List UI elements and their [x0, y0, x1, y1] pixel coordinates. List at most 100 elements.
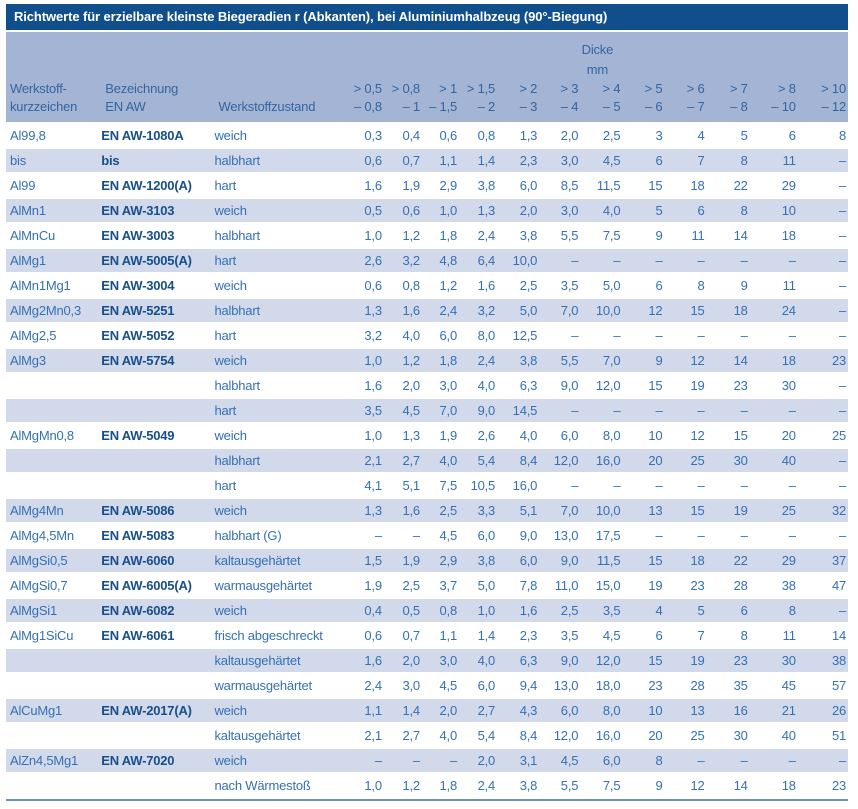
bend-radius-value-cell: 3,8	[497, 347, 540, 372]
bend-radius-value-cell: 25	[797, 422, 848, 447]
bend-radius-value-cell: 57	[797, 672, 848, 697]
bend-radius-value-cell: 10,5	[459, 472, 498, 497]
material-code-cell: AlMg1SiCu	[6, 622, 102, 647]
bend-radius-value-cell: 2,0	[421, 697, 460, 722]
bend-radius-value-cell: 2,4	[421, 297, 460, 322]
bend-radius-value-cell: –	[797, 372, 848, 397]
bend-radius-value-cell: 3,2	[383, 247, 422, 272]
bend-radius-value-cell: –	[797, 272, 848, 297]
bend-radius-value-cell: 2,1	[346, 722, 384, 747]
bend-radius-value-cell: –	[664, 247, 707, 272]
bend-radius-value-cell: 9,0	[497, 522, 540, 547]
bend-radius-value-cell: 3,3	[459, 497, 498, 522]
bend-radius-value-cell: 4,5	[421, 672, 460, 697]
bend-radius-value-cell: 1,3	[497, 122, 540, 147]
bend-radius-value-cell: –	[797, 472, 848, 497]
bend-radius-value-cell: –	[664, 472, 707, 497]
bend-radius-value-cell: 1,2	[383, 222, 422, 247]
bend-radius-value-cell: 6	[622, 622, 665, 647]
material-code-cell: AlMnCu	[6, 222, 102, 247]
table-row: AlMg3 EN AW-5754 weich 1,0 1,2 1,8 2,4 3,8 5,5 7,…	[6, 347, 848, 372]
thickness-range-header-11: > 10– 12	[797, 80, 848, 122]
bend-radius-value-cell: 3,1	[497, 747, 540, 772]
bend-radius-value-cell: 23	[622, 672, 665, 697]
bend-radius-value-cell: 28	[706, 572, 750, 597]
bend-radius-value-cell: –	[539, 397, 581, 422]
table-row: hart 3,5 4,5 7,0 9,0 14,5– – – – – – –	[6, 397, 848, 422]
bend-radius-value-cell: 4,0	[459, 372, 498, 397]
bend-radius-value-cell: 8,4	[497, 447, 540, 472]
condition-cell: nach Wärmestoß	[214, 772, 347, 797]
table-row: halbhart 2,1 2,7 4,0 5,4 8,4 12,0 16,0 20 25 30 40–	[6, 447, 848, 472]
bend-radius-value-cell: –	[664, 397, 707, 422]
bend-radius-value-cell: –	[749, 472, 798, 497]
bend-radius-value-cell: 16,0	[497, 472, 540, 497]
bend-radius-value-cell: 18	[706, 297, 750, 322]
condition-cell: weich	[214, 597, 347, 622]
bend-radius-value-cell: 2,0	[383, 372, 422, 397]
bend-radius-value-cell: 12	[622, 297, 665, 322]
bend-radius-value-cell: 35	[706, 672, 750, 697]
bend-radius-value-cell: 5,0	[580, 272, 623, 297]
bend-radius-value-cell: 1,0	[346, 347, 384, 372]
bend-radius-value-cell: –	[421, 747, 460, 772]
bend-radius-value-cell: 9,0	[539, 372, 581, 397]
bend-radius-value-cell: 19	[664, 372, 707, 397]
bend-radius-value-cell: 38	[797, 647, 848, 672]
bend-radius-value-cell: 6,0	[459, 522, 498, 547]
bend-radius-value-cell: 3,0	[539, 197, 581, 222]
en-aw-cell: EN AW-5754	[101, 347, 215, 372]
bend-radius-value-cell: 2,5	[421, 497, 460, 522]
en-aw-cell	[101, 647, 215, 672]
bend-radius-value-cell: 5,5	[539, 222, 581, 247]
header-spacer	[6, 32, 347, 80]
bend-radius-value-cell: 3,8	[497, 222, 540, 247]
thickness-range-header-4: > 2– 3	[497, 80, 540, 122]
bend-radius-value-cell: 12,5	[497, 322, 540, 347]
bend-radius-value-cell: 1,3	[459, 197, 498, 222]
bend-radius-value-cell: 10	[622, 697, 665, 722]
bend-radius-value-cell: 3,0	[421, 647, 460, 672]
en-aw-cell	[101, 397, 215, 422]
bend-radius-value-cell: 9,0	[459, 397, 498, 422]
table-row: nach Wärmestoß 1,0 1,2 1,8 2,4 3,8 5,5 7,5 9 12 14…	[6, 772, 848, 797]
thickness-range-header-0: > 0,5– 0,8	[346, 80, 384, 122]
bend-radius-value-cell: 18	[664, 172, 707, 197]
bend-radius-value-cell: 7,0	[421, 397, 460, 422]
material-code-cell: AlCuMg1	[6, 697, 102, 722]
bend-radius-value-cell: 9	[622, 347, 665, 372]
bend-radius-value-cell: 0,4	[346, 597, 384, 622]
bend-radius-value-cell: 1,3	[346, 297, 384, 322]
en-aw-cell: EN AW-6060	[101, 547, 215, 572]
bend-radius-value-cell: –	[539, 247, 581, 272]
bend-radius-value-cell: 0,6	[346, 272, 384, 297]
bend-radius-value-cell: 11,0	[539, 572, 581, 597]
bend-radius-value-cell: 9,0	[539, 547, 581, 572]
bend-radius-value-cell: 1,0	[346, 772, 384, 797]
en-aw-cell: EN AW-3103	[101, 197, 215, 222]
condition-cell: halbhart	[214, 297, 347, 322]
table-row: AlMn1Mg1 EN AW-3004 weich 0,6 0,8 1,2 1,6 2,5 3,…	[6, 272, 848, 297]
bend-radius-value-cell: 8	[622, 747, 665, 772]
bend-radius-value-cell: 6,0	[580, 747, 623, 772]
bend-radius-value-cell: 3,2	[459, 297, 498, 322]
en-aw-cell: EN AW-5083	[101, 522, 215, 547]
bend-radius-value-cell: 0,3	[346, 122, 384, 147]
bend-radius-value-cell: 6,4	[459, 247, 498, 272]
bend-radius-value-cell: 15,0	[580, 572, 623, 597]
bend-radius-value-cell: 0,6	[346, 147, 384, 172]
bend-radius-value-cell: 9,4	[497, 672, 540, 697]
bend-radius-value-cell: 5,1	[497, 497, 540, 522]
bend-radius-value-cell: 0,6	[346, 622, 384, 647]
bend-radius-value-cell: 25	[664, 447, 707, 472]
bend-radius-value-cell: 4,5	[383, 397, 422, 422]
bend-radius-value-cell: 0,5	[383, 597, 422, 622]
bend-radius-value-cell: –	[749, 247, 798, 272]
bend-radius-value-cell: 6	[749, 122, 798, 147]
bend-radius-value-cell: 30	[706, 722, 750, 747]
thickness-range-header-6: > 4– 5	[580, 80, 623, 122]
thickness-range-header-1: > 0,8– 1	[383, 80, 422, 122]
bend-radius-value-cell: 2,7	[383, 722, 422, 747]
en-aw-cell	[101, 372, 215, 397]
material-code-cell	[6, 672, 102, 697]
